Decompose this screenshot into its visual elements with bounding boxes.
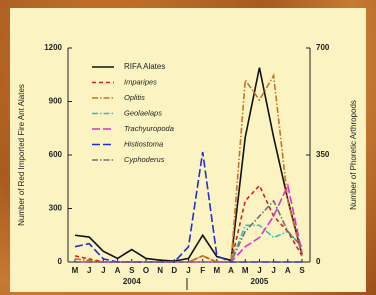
legend-label: Geolaelaps xyxy=(124,108,162,117)
y-tick-label: 300 xyxy=(49,204,63,213)
legend-label: Oplitis xyxy=(124,93,145,102)
x-tick-label: J xyxy=(271,266,275,275)
chart: Number of Red Imported Fire Ant Alates N… xyxy=(0,0,376,295)
x-tick-label: O xyxy=(143,266,149,275)
x-tick-label: J xyxy=(257,266,261,275)
legend-label: Imparipes xyxy=(124,77,157,86)
y2-tick-label: 0 xyxy=(316,257,321,266)
x-tick-label: N xyxy=(157,266,163,275)
y2-tick-label: 700 xyxy=(316,43,330,52)
x-tick-label: S xyxy=(129,266,135,275)
y-tick-label: 0 xyxy=(58,257,63,266)
y2-tick-label: 350 xyxy=(316,150,330,159)
x-tick-label: F xyxy=(200,266,205,275)
legend-label: Histiostoma xyxy=(124,139,163,148)
year-label: 2005 xyxy=(251,277,269,286)
x-tick-label: J xyxy=(87,266,91,275)
x-tick-label: S xyxy=(299,266,305,275)
x-tick-label: A xyxy=(228,266,234,275)
legend-label: Cyphoderus xyxy=(124,155,165,164)
y-tick-label: 1200 xyxy=(44,43,62,52)
y-axis-label: Number of Red Imported Fire Ant Alates xyxy=(17,84,26,226)
x-tick-label: A xyxy=(285,266,291,275)
x-tick-label: M xyxy=(242,266,249,275)
legend-label: Trachyuropoda xyxy=(124,124,174,133)
legend-label: RIFA Alates xyxy=(124,62,165,71)
page: Number of Red Imported Fire Ant Alates N… xyxy=(0,0,376,295)
year-label: 2004 xyxy=(123,277,141,286)
x-tick-label: M xyxy=(72,266,79,275)
x-tick-label: J xyxy=(101,266,105,275)
y-tick-label: 600 xyxy=(49,150,63,159)
x-tick-label: D xyxy=(171,266,177,275)
y-tick-label: 900 xyxy=(49,97,63,106)
x-tick-label: A xyxy=(115,266,121,275)
x-tick-label: J xyxy=(186,266,190,275)
x-tick-label: M xyxy=(214,266,221,275)
panel xyxy=(10,8,366,292)
y2-axis-label: Number of Phoretic Arthropods xyxy=(349,100,358,210)
